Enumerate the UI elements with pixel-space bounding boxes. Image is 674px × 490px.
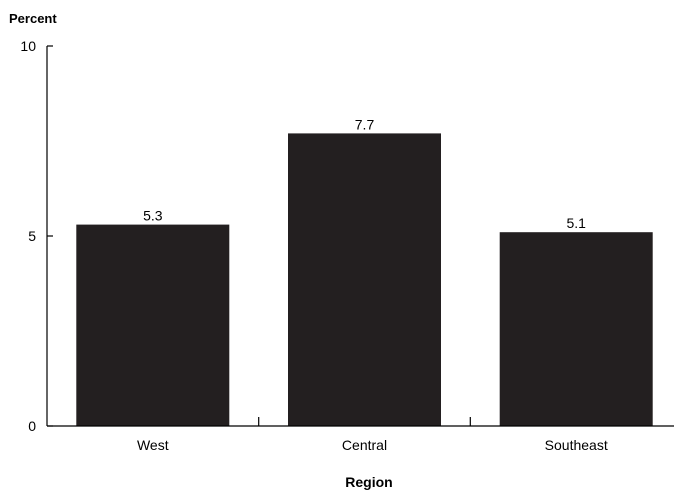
bar-west (76, 224, 230, 426)
y-tick-label-5: 5 (28, 228, 36, 244)
bars-group (76, 133, 653, 426)
axes-group (46, 45, 674, 427)
x-axis-label: Region (345, 474, 392, 490)
bar-central (288, 133, 441, 426)
bar-southeast (499, 232, 653, 426)
x-tick-label-central: Central (342, 437, 387, 453)
data-label-west: 5.3 (143, 208, 163, 224)
x-tick-label-southeast: Southeast (545, 437, 608, 453)
x-tick-label-west: West (137, 437, 169, 453)
data-label-southeast: 5.1 (566, 215, 586, 231)
y-tick-label-10: 10 (20, 38, 36, 54)
y-tick-label-0: 0 (28, 418, 36, 434)
labels-group: 5.3 West 7.7 Central 5.1 Southeast 0 5 10 (20, 38, 607, 453)
y-axis-label: Percent (9, 11, 57, 26)
data-label-central: 7.7 (355, 116, 375, 132)
